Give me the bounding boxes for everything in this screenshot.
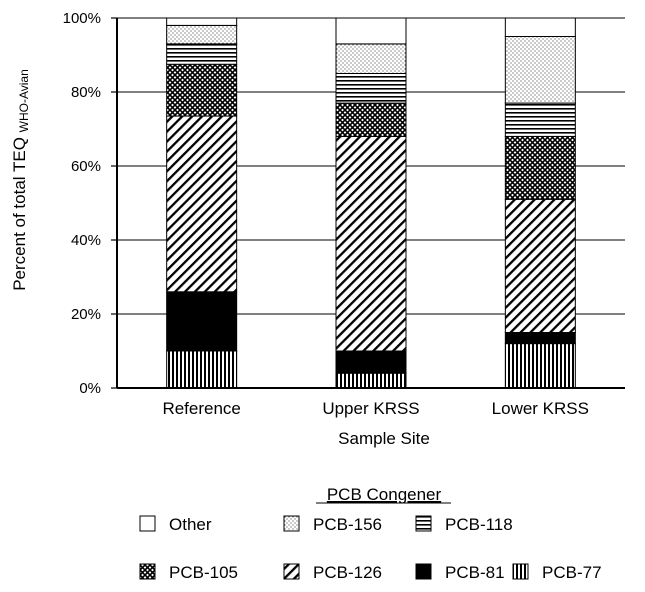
- y-axis-label-main: Percent of total TEQ: [10, 137, 29, 291]
- legend-label-pcb-105: PCB-105: [169, 563, 238, 582]
- legend-swatch-pcb-156: [283, 515, 300, 532]
- bar-segment-pcb-156-reference: [166, 24, 238, 45]
- bar-segment-other-upper-krss: [335, 17, 407, 45]
- bar-segment-pcb-118-upper-krss: [335, 73, 407, 104]
- bar-segment-pcb-81-reference: [166, 291, 238, 352]
- bar-segment-pcb-77-upper-krss: [335, 372, 407, 389]
- bar-segment-pcb-77-lower-krss: [504, 343, 576, 389]
- bars-group: [166, 17, 576, 389]
- legend-swatch-pcb-77: [512, 563, 529, 580]
- legend-label-pcb-81: PCB-81: [445, 563, 505, 582]
- y-axis-label: Percent of total TEQ WHO-Avian: [10, 69, 31, 291]
- legend: Other PCB-156 PCB-118 PCB-105 PCB-126 PCB-81 P…: [139, 515, 602, 582]
- bar-segment-pcb-118-reference: [166, 43, 238, 65]
- y-tick-label: 40%: [71, 232, 101, 249]
- legend-label-pcb-126: PCB-126: [313, 563, 382, 582]
- y-tick-label: 60%: [71, 158, 101, 175]
- bar-segment-pcb-126-reference: [166, 115, 238, 293]
- legend-title: PCB Congener: [327, 485, 442, 504]
- bar-segment-other-reference: [166, 17, 238, 26]
- legend-swatch-pcb-118: [415, 515, 432, 532]
- legend-label-pcb-77: PCB-77: [542, 563, 602, 582]
- x-tick-label: Upper KRSS: [322, 399, 419, 418]
- bar-segment-pcb-126-lower-krss: [504, 198, 576, 333]
- y-tick-label: 80%: [71, 84, 101, 101]
- y-tick-label: 100%: [63, 10, 101, 27]
- bar-segment-pcb-118-lower-krss: [504, 102, 576, 137]
- bar-segment-pcb-77-reference: [166, 350, 238, 389]
- legend-swatch-pcb-81: [415, 563, 432, 580]
- legend-label-other: Other: [169, 515, 212, 534]
- legend-swatch-pcb-126: [283, 563, 300, 580]
- y-tick-labels: 0% 20% 40% 60% 80% 100%: [63, 10, 101, 397]
- bar-segment-other-lower-krss: [504, 17, 576, 37]
- axes: [116, 18, 625, 389]
- x-tick-label: Lower KRSS: [492, 399, 589, 418]
- y-axis-label-subscript: WHO-Avian: [17, 69, 31, 132]
- bar-segment-pcb-105-upper-krss: [335, 102, 407, 137]
- x-axis-label: Sample Site: [338, 429, 430, 448]
- bar-segment-pcb-81-upper-krss: [335, 350, 407, 374]
- x-tick-labels: Reference Upper KRSS Lower KRSS: [162, 399, 589, 418]
- legend-swatch-other: [139, 515, 156, 532]
- bar-segment-pcb-156-lower-krss: [504, 36, 576, 104]
- x-tick-label: Reference: [162, 399, 240, 418]
- legend-swatch-pcb-105: [139, 563, 156, 580]
- y-tick-label: 20%: [71, 306, 101, 323]
- legend-label-pcb-118: PCB-118: [445, 515, 513, 534]
- bar-segment-pcb-126-upper-krss: [335, 135, 407, 352]
- y-tick-label: 0%: [79, 380, 101, 397]
- bar-segment-pcb-156-upper-krss: [335, 43, 407, 75]
- bar-segment-pcb-105-reference: [166, 63, 238, 117]
- bar-segment-pcb-81-lower-krss: [504, 332, 576, 345]
- legend-label-pcb-156: PCB-156: [313, 515, 382, 534]
- bar-segment-pcb-105-lower-krss: [504, 135, 576, 200]
